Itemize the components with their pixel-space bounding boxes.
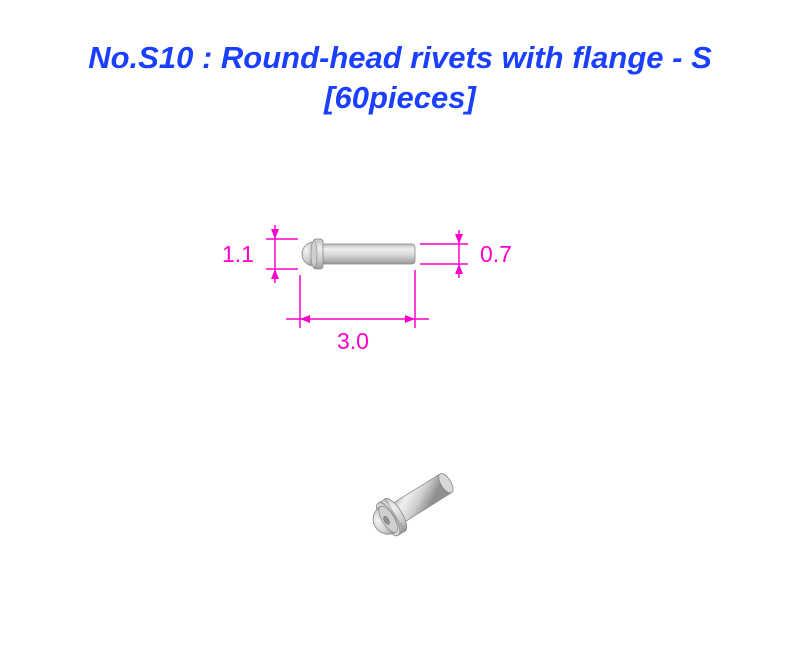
perspective-view [365,464,460,543]
dim-label-shaft: 0.7 [480,241,512,268]
dim-length [286,270,429,328]
dim-label-length: 3.0 [337,328,369,355]
technical-diagram [0,0,800,669]
dim-height-overall [266,225,298,283]
side-view [302,239,415,269]
head-face [311,241,317,267]
dim-shaft-diameter [420,230,468,278]
dimension-lines [266,225,468,328]
rivet-shaft [321,244,415,264]
dim-label-height: 1.1 [222,241,254,268]
